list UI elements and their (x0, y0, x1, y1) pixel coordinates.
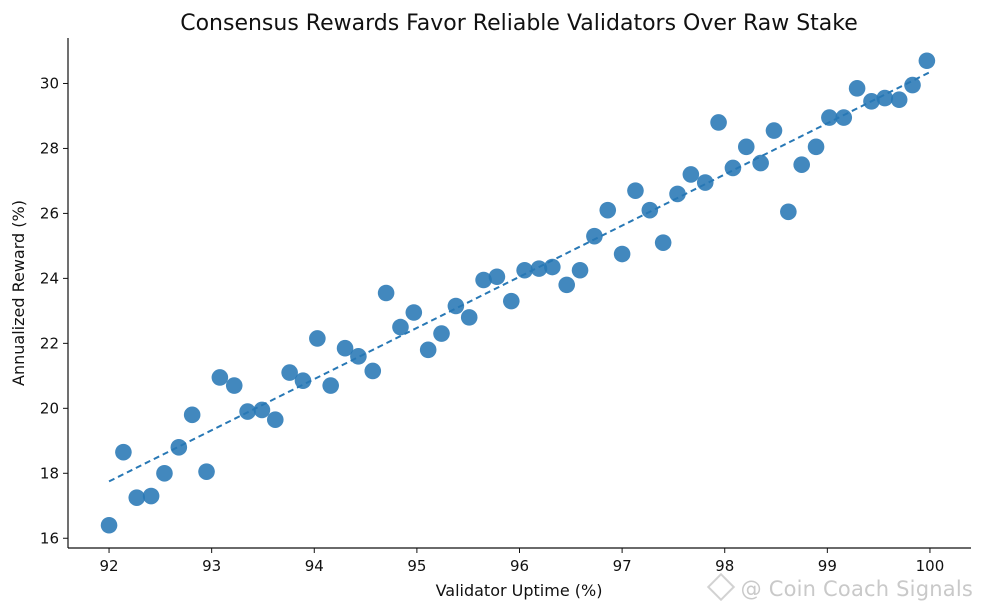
x-tick-label: 93 (202, 557, 221, 575)
y-tick-label: 16 (40, 529, 59, 547)
data-point (807, 138, 825, 156)
data-point (835, 109, 853, 126)
data-point (752, 154, 769, 172)
data-point (821, 109, 838, 126)
watermark: @ Coin Coach Signals (706, 572, 973, 602)
data-point (890, 91, 908, 109)
y-tick-label: 22 (40, 334, 59, 352)
data-point (737, 138, 755, 156)
data-point (142, 487, 160, 505)
x-tick-label: 94 (305, 557, 324, 575)
chart-title: Consensus Rewards Favor Reliable Validat… (180, 11, 858, 36)
x-axis-label: Validator Uptime (%) (436, 581, 603, 600)
data-point (433, 325, 450, 342)
data-point (793, 156, 810, 173)
data-point (682, 166, 700, 183)
data-point (571, 261, 589, 279)
x-tick-label: 99 (818, 557, 837, 575)
data-point (558, 276, 576, 294)
data-point (669, 185, 686, 203)
x-tick-label: 97 (613, 557, 632, 575)
data-point (392, 318, 409, 336)
data-point (253, 401, 271, 419)
y-tick-label: 26 (40, 204, 59, 222)
data-point (848, 80, 866, 97)
data-point (780, 203, 797, 221)
data-point (198, 463, 215, 480)
y-tick-label: 24 (40, 269, 59, 287)
x-ticks: 92 93 94 95 96 97 98 99 100 (99, 548, 944, 575)
data-point (377, 284, 395, 302)
y-tick-label: 30 (40, 74, 59, 92)
data-point (156, 464, 173, 482)
data-point (225, 377, 243, 394)
data-point (128, 489, 146, 506)
y-tick-label: 20 (40, 399, 59, 417)
data-point (904, 76, 921, 94)
data-point (294, 372, 312, 390)
data-point (405, 304, 423, 321)
data-point (183, 406, 201, 424)
y-tick-label: 28 (40, 139, 59, 157)
y-tick-label: 18 (40, 464, 59, 482)
data-point (211, 369, 229, 386)
watermark-text: @ Coin Coach Signals (740, 577, 973, 601)
data-point (336, 339, 354, 357)
data-point (724, 159, 742, 177)
data-point (460, 309, 478, 326)
coin-coach-logo-icon (706, 572, 735, 602)
data-point (530, 260, 548, 277)
data-point (322, 377, 339, 394)
x-tick-label: 96 (510, 557, 529, 575)
y-axis-label: Annualized Reward (%) (9, 200, 28, 386)
data-point (654, 234, 672, 251)
data-point (544, 258, 561, 276)
data-point (586, 227, 603, 245)
data-point (475, 271, 492, 289)
data-point (641, 201, 659, 219)
x-tick-label: 92 (99, 557, 118, 575)
data-point (696, 174, 714, 191)
data-point (447, 297, 465, 315)
data-point (239, 403, 256, 420)
data-point (876, 89, 894, 107)
data-point (502, 292, 520, 310)
data-point (309, 330, 326, 347)
data-point (100, 516, 118, 534)
data-point (364, 362, 382, 380)
data-point (918, 52, 936, 70)
data-point (516, 261, 533, 279)
data-point (419, 341, 437, 359)
data-point (266, 411, 284, 428)
data-point (350, 348, 367, 365)
data-point (863, 93, 880, 110)
data-point (115, 443, 132, 461)
data-point (613, 245, 631, 263)
x-tick-label: 98 (715, 557, 734, 575)
data-points-layer (100, 52, 936, 534)
data-point (281, 364, 298, 381)
x-tick-label: 95 (407, 557, 426, 575)
data-point (765, 122, 783, 139)
y-ticks: 16 18 20 22 24 26 28 30 (40, 74, 68, 547)
data-point (627, 182, 644, 199)
data-point (488, 268, 506, 286)
data-point (170, 438, 188, 456)
x-tick-label: 100 (916, 557, 945, 575)
data-point (710, 114, 727, 131)
data-point (599, 201, 617, 219)
